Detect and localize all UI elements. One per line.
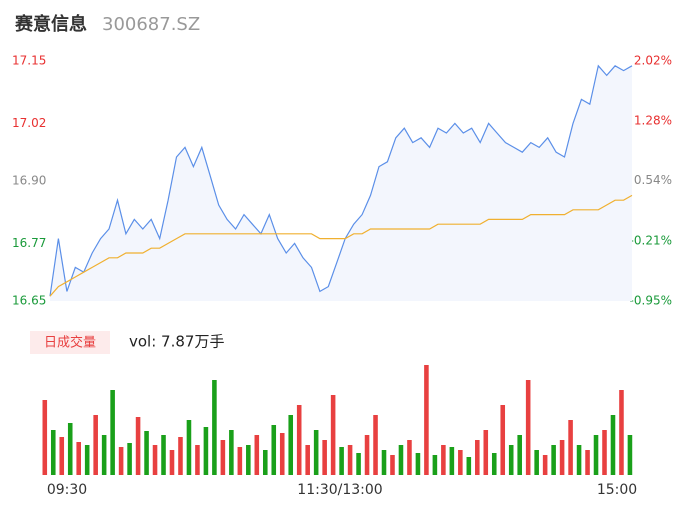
volume-bar (593, 435, 599, 475)
y2-tick-label: 2.02% (634, 54, 672, 68)
volume-bar (390, 455, 395, 475)
volume-bar (415, 453, 421, 475)
volume-bar (279, 433, 285, 475)
price-line (49, 64, 633, 297)
volume-bar (339, 447, 344, 475)
volume-bar (186, 420, 192, 475)
y-tick-label: 16.65 (12, 294, 46, 308)
volume-bar (118, 447, 124, 475)
volume-bar (364, 435, 370, 475)
volume-bar (93, 415, 98, 475)
y-tick-label: 17.02 (12, 116, 46, 130)
volume-bar (296, 405, 302, 475)
volume-bar (313, 430, 319, 475)
volume-bar (271, 425, 277, 475)
volume-bar (610, 415, 616, 475)
volume-bar (534, 450, 539, 475)
volume-bar (441, 445, 446, 475)
volume-bar (67, 423, 73, 475)
volume-bar (127, 443, 132, 475)
volume-bar (110, 390, 115, 475)
volume-bar (381, 450, 387, 475)
volume-bar (195, 445, 200, 475)
volume-bar (101, 435, 107, 475)
volume-bar (483, 430, 489, 475)
volume-bar (500, 405, 506, 475)
stock-name: 赛意信息 (14, 13, 87, 35)
volume-summary: vol: 7.87万手 (129, 333, 224, 351)
volume-bar (602, 430, 607, 475)
volume-bar (619, 390, 624, 475)
y-tick-label: 16.90 (12, 174, 46, 188)
volume-bar (135, 417, 141, 475)
average-line (49, 194, 633, 297)
volume-bar (152, 445, 158, 475)
volume-bar (356, 453, 361, 475)
volume-bar (466, 457, 472, 475)
volume-bar (508, 445, 514, 475)
volume-bar (220, 440, 226, 475)
volume-bar (84, 445, 90, 475)
volume-bar (262, 450, 268, 475)
volume-bar (585, 450, 590, 475)
volume-bar (559, 440, 565, 475)
volume-bar (475, 440, 480, 475)
volume-bar (305, 445, 310, 475)
volume-bar (50, 430, 56, 475)
stock-code: 300687.SZ (102, 14, 200, 35)
volume-bar (212, 380, 217, 475)
y-tick-label: 16.77 (12, 236, 46, 250)
volume-bar (627, 435, 633, 475)
volume-bar (237, 447, 243, 475)
volume-bar (432, 455, 438, 475)
volume-bar (161, 435, 166, 475)
volume-bar (491, 453, 497, 475)
x-tick-label: 11:30/13:00 (297, 482, 382, 498)
volume-bar (576, 445, 582, 475)
volume-bar (246, 445, 251, 475)
x-tick-label: 15:00 (597, 482, 637, 498)
volume-bar (229, 430, 234, 475)
volume-bar (407, 440, 412, 475)
volume-bar (330, 395, 336, 475)
volume-bar (288, 415, 294, 475)
volume-bar (42, 400, 48, 475)
volume-bar (424, 365, 429, 475)
volume-bar (254, 435, 260, 475)
y-tick-label: 17.15 (12, 54, 46, 68)
y2-tick-label: -0.21% (630, 234, 672, 248)
y2-tick-label: 0.54% (634, 173, 672, 187)
volume-bar (542, 455, 548, 475)
volume-bar (322, 440, 327, 475)
volume-bar (449, 447, 455, 475)
y2-tick-label: -0.95% (630, 294, 672, 308)
volume-bar (59, 437, 65, 475)
volume-bar (203, 427, 209, 475)
y2-tick-label: 1.28% (634, 113, 672, 127)
volume-bar (347, 445, 353, 475)
volume-bar (517, 435, 522, 475)
volume-bar (525, 380, 531, 475)
volume-bar (373, 415, 378, 475)
volume-bar (551, 445, 556, 475)
volume-bar (76, 442, 81, 475)
volume-bar (169, 450, 175, 475)
x-tick-label: 09:30 (47, 482, 87, 498)
price-area (50, 65, 632, 301)
volume-bar (144, 431, 149, 475)
volume-bar (458, 450, 463, 475)
volume-label: 日成交量 (44, 335, 96, 351)
volume-badge (30, 331, 110, 354)
volume-bar (568, 420, 573, 475)
volume-bar (398, 445, 404, 475)
volume-bar (178, 437, 183, 475)
